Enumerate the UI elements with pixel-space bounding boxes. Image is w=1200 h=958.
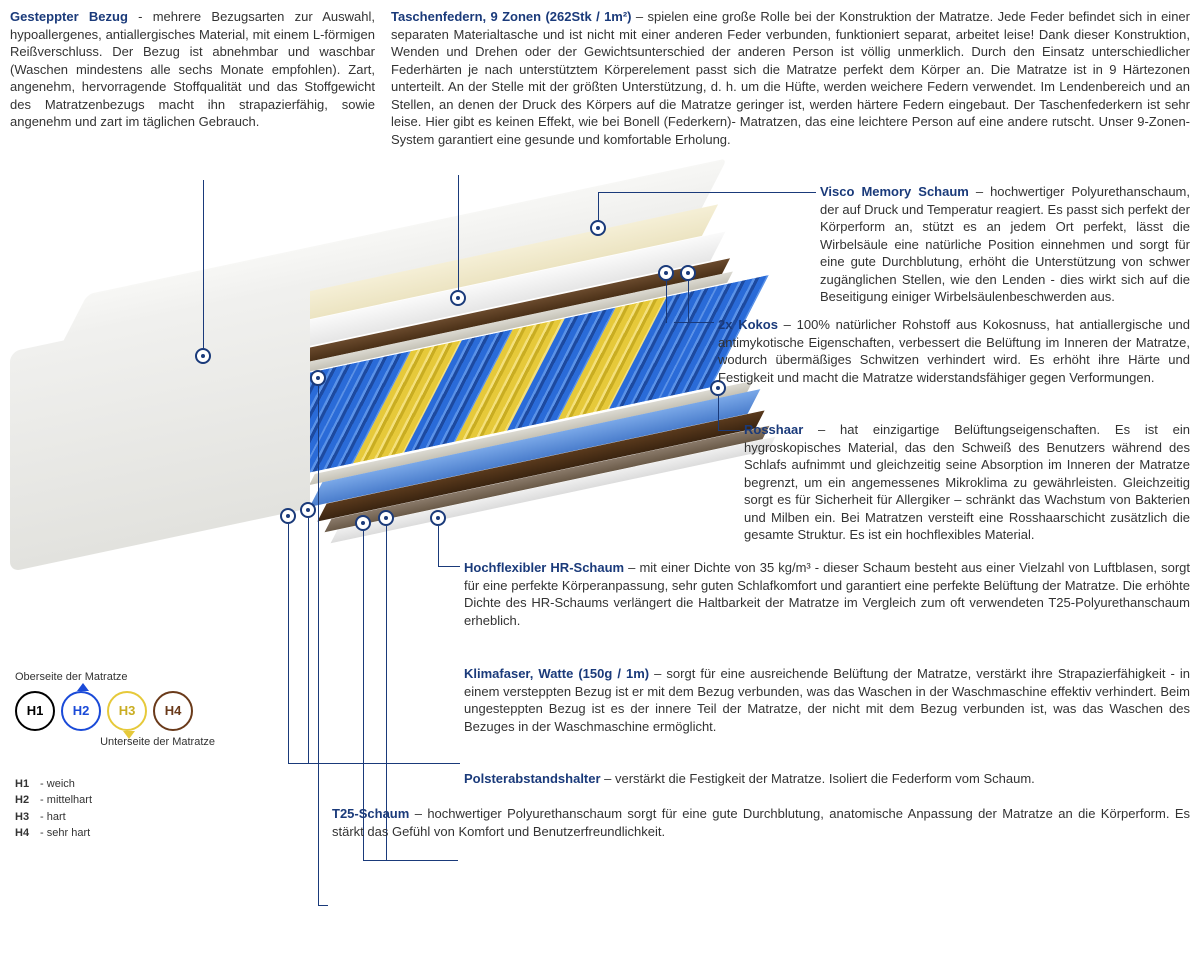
cover-description: Gesteppter Bezug - mehrere Bezugsarten z… bbox=[10, 8, 375, 148]
visco-block: Visco Memory Schaum – hochwertiger Polyu… bbox=[820, 183, 1190, 306]
marker-polster-a bbox=[355, 515, 371, 531]
layer-cover-side bbox=[10, 288, 310, 572]
kokos-block: 2x Kokos – 100% natürlicher Rohstoff aus… bbox=[718, 316, 1190, 386]
leader-t25 bbox=[318, 905, 328, 906]
leader-hr bbox=[438, 566, 460, 567]
hr-title: Hochflexibler HR-Schaum bbox=[464, 560, 624, 575]
polster-title: Polsterabstandshalter bbox=[464, 771, 601, 786]
springs-text: – spielen eine große Rolle bei der Konst… bbox=[391, 9, 1190, 147]
leader-visco bbox=[598, 192, 816, 193]
t25-text: – hochwertiger Polyurethanschaum sorgt f… bbox=[332, 806, 1190, 839]
leader-kokos-v2 bbox=[688, 281, 689, 323]
leader-rosshaar bbox=[718, 430, 740, 431]
arrow-down-icon bbox=[123, 731, 135, 739]
cover-title: Gesteppter Bezug bbox=[10, 9, 128, 24]
leader-klima-v bbox=[288, 524, 289, 764]
kokos-title: 2x Kokos bbox=[718, 317, 778, 332]
kokos-text: – 100% natürlicher Rohstoff aus Kokosnus… bbox=[718, 317, 1190, 385]
marker-kokos-b bbox=[680, 265, 696, 281]
top-row: Gesteppter Bezug - mehrere Bezugsarten z… bbox=[0, 0, 1200, 148]
marker-t25 bbox=[310, 370, 326, 386]
marker-visco bbox=[590, 220, 606, 236]
rosshaar-block: Rosshaar – hat einzigartige Belüftungsei… bbox=[744, 421, 1190, 544]
leader-kokos bbox=[674, 322, 714, 323]
leader-kokos-v bbox=[666, 281, 667, 323]
leader-hr-v bbox=[438, 526, 439, 566]
hardness-key: H1 - weich H2 - mittelhart H3 - hart H4 … bbox=[15, 776, 285, 842]
klima-block: Klimafaser, Watte (150g / 1m) – sorgt fü… bbox=[464, 665, 1190, 735]
springs-title: Taschenfedern, 9 Zonen (262Stk / 1m²) bbox=[391, 9, 632, 24]
springs-description: Taschenfedern, 9 Zonen (262Stk / 1m²) – … bbox=[391, 8, 1190, 148]
leader-cover bbox=[203, 180, 204, 350]
polster-text: – verstärkt die Festigkeit der Matratze.… bbox=[601, 771, 1035, 786]
cover-text: - mehrere Bezugsarten zur Auswahl, hypoa… bbox=[10, 9, 375, 129]
marker-klima-a bbox=[280, 508, 296, 524]
visco-text: – hochwertiger Polyurethanschaum, der au… bbox=[820, 184, 1190, 304]
leader-polster bbox=[363, 860, 458, 861]
legend-bottom-label: Unterseite der Matratze bbox=[15, 735, 215, 750]
polster-block: Polsterabstandshalter – verstärkt die Fe… bbox=[464, 770, 1190, 788]
marker-springs bbox=[450, 290, 466, 306]
leader-t25-v bbox=[318, 386, 319, 906]
leader-rosshaar-v bbox=[718, 396, 719, 431]
visco-title: Visco Memory Schaum bbox=[820, 184, 969, 199]
leader-klima-v2 bbox=[308, 518, 309, 764]
leader-visco-v bbox=[598, 192, 599, 222]
klima-title: Klimafaser, Watte (150g / 1m) bbox=[464, 666, 649, 681]
rosshaar-title: Rosshaar bbox=[744, 422, 803, 437]
hr-block: Hochflexibler HR-Schaum – mit einer Dich… bbox=[464, 559, 1190, 629]
marker-cover bbox=[195, 348, 211, 364]
leader-klima bbox=[288, 763, 460, 764]
t25-title: T25-Schaum bbox=[332, 806, 409, 821]
t25-block: T25-Schaum – hochwertiger Polyurethansch… bbox=[332, 805, 1190, 840]
marker-klima-b bbox=[300, 502, 316, 518]
marker-polster-b bbox=[378, 510, 394, 526]
marker-hr bbox=[430, 510, 446, 526]
marker-kokos-a bbox=[658, 265, 674, 281]
rosshaar-text: – hat einzigartige Belüftungseigenschaft… bbox=[744, 422, 1190, 542]
leader-springs bbox=[458, 175, 459, 292]
